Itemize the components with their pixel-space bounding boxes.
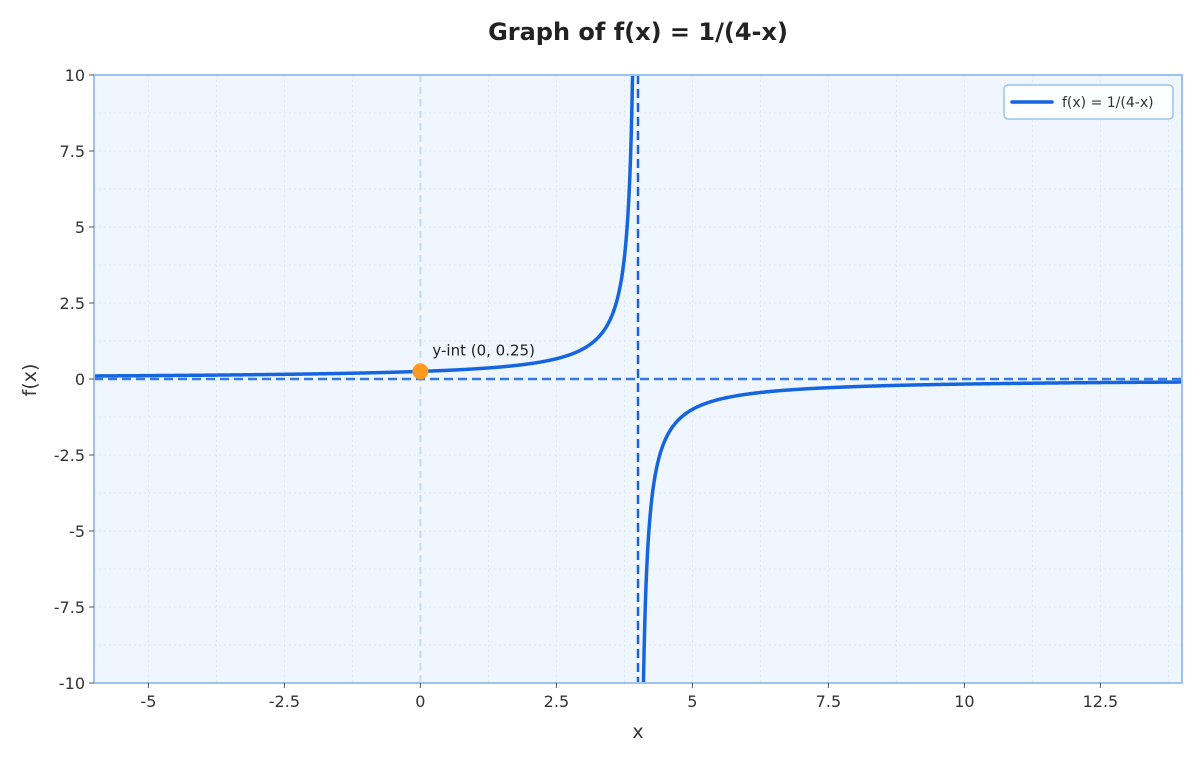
y-tick-label: -7.5 xyxy=(54,598,85,617)
y-tick-label: 10 xyxy=(65,66,85,85)
y-tick-label: 2.5 xyxy=(60,294,85,313)
legend-box xyxy=(1003,84,1174,120)
x-tick-label: 2.5 xyxy=(544,692,569,711)
x-tick-label: 7.5 xyxy=(816,692,841,711)
series-line-branch-1 xyxy=(94,75,635,378)
x-axis-label: x xyxy=(632,721,643,743)
y-tick-label: 5 xyxy=(75,218,85,237)
series-line-branch-2 xyxy=(641,380,1182,683)
y-tick-label: -2.5 xyxy=(54,446,85,465)
y-tick-label: -10 xyxy=(59,674,85,693)
x-tick-label: 10 xyxy=(954,692,974,711)
y-intercept-point xyxy=(412,363,429,380)
legend: f(x) = 1/(4-x) xyxy=(1003,84,1174,120)
y-tick-label: -5 xyxy=(69,522,85,541)
x-tick-label: 5 xyxy=(687,692,697,711)
chart-title: Graph of f(x) = 1/(4-x) xyxy=(488,18,788,46)
series-line-group xyxy=(94,75,1182,683)
x-tick-label: -5 xyxy=(140,692,156,711)
x-tick-label: -2.5 xyxy=(269,692,300,711)
x-tick-label: 12.5 xyxy=(1083,692,1119,711)
y-tick-label: 0 xyxy=(75,370,85,389)
y-tick-label: 7.5 xyxy=(60,142,85,161)
y-axis-label: f(x) xyxy=(19,364,41,397)
y-intercept-label: y-int (0, 0.25) xyxy=(432,341,535,359)
legend-label: f(x) = 1/(4-x) xyxy=(1062,95,1154,111)
x-tick-label: 0 xyxy=(415,692,425,711)
